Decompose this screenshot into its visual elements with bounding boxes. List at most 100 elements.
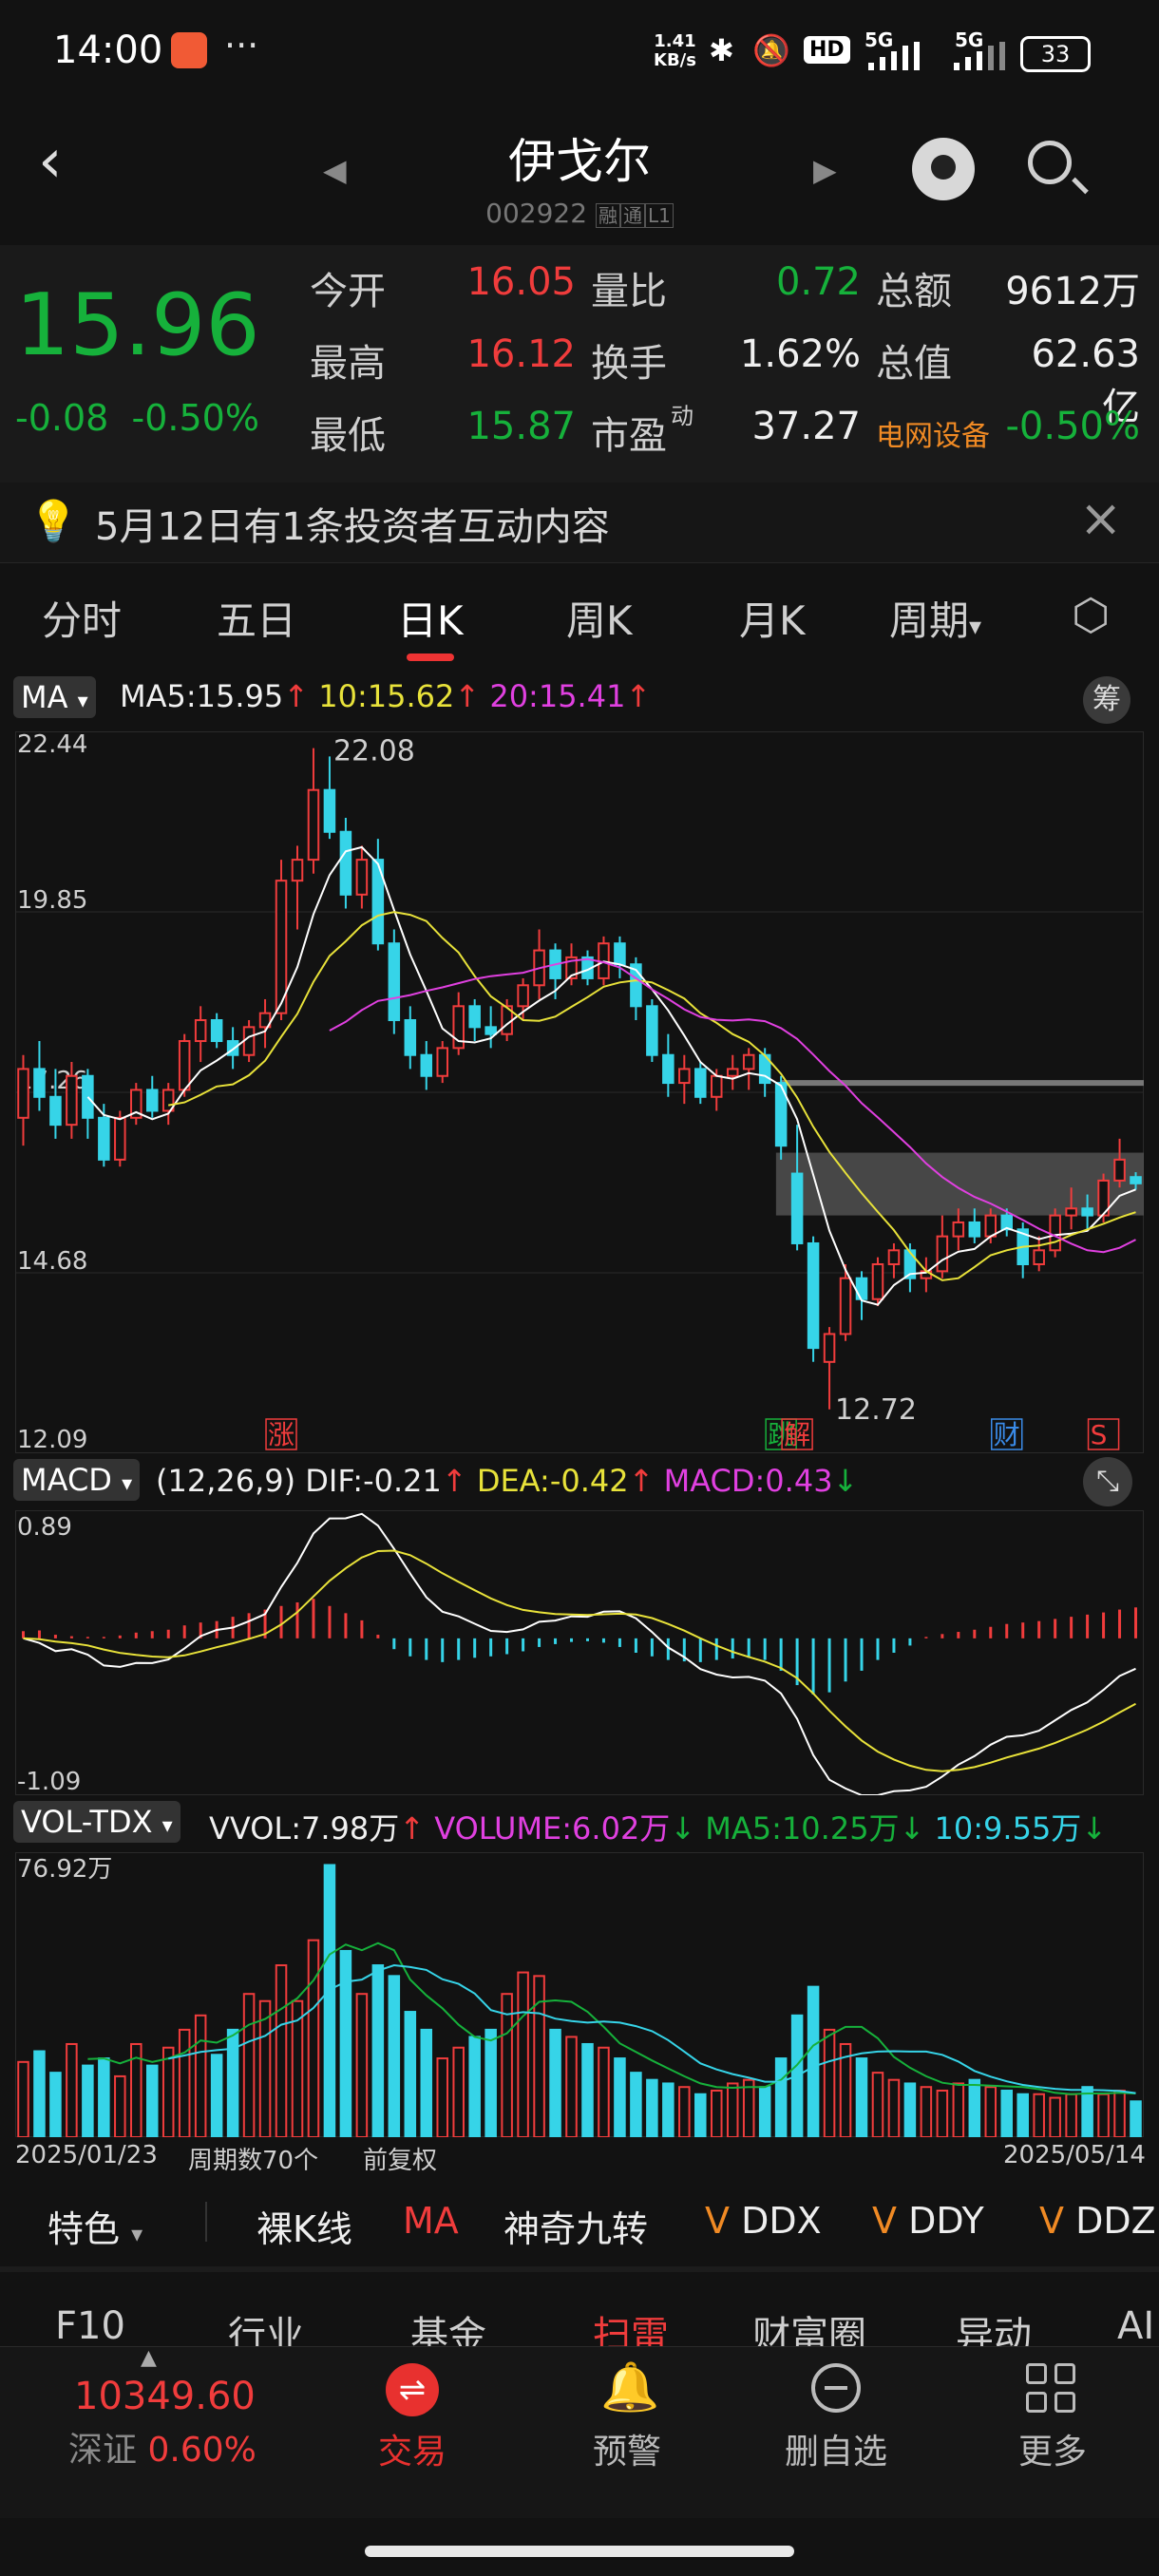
volume-chart[interactable]: 76.92万 [15,1852,1144,2137]
next-stock-icon[interactable]: ▶ [813,152,837,188]
candle-body [726,1068,739,1077]
divider [205,2202,207,2242]
caret-up-icon[interactable]: ▲ [141,2346,157,2370]
tab-weekly-k[interactable]: 周K [566,597,633,644]
notice-bar[interactable] [0,483,1159,563]
candle-body [678,1068,691,1085]
event-marker-box [781,1418,813,1450]
volume-bar [307,1939,320,2137]
ma-legend: MA5:15.95↑ 10:15.62↑ 20:15.41↑ [120,678,651,714]
candle-body [630,963,642,1008]
candlestick-chart[interactable]: 22.4419.8517.2614.6812.0922.0812.72涨 跳解财 S [15,731,1144,1453]
indicator-ma[interactable]: MA [403,2200,459,2242]
dif-value: -0.21 [363,1463,442,1499]
ma20-label: 20: [489,678,539,714]
bell-icon[interactable]: 🔔 [600,2359,660,2415]
vol-ma5-label: MA5: [705,1810,782,1847]
vol-selector[interactable]: VOL-TDX ▾ [13,1801,180,1843]
tab-wealth-circle[interactable]: 财富圈 [752,2314,866,2346]
down-arrow-icon: ↓ [899,1810,925,1847]
macd-params: (12,26,9) [156,1463,296,1499]
notice-text[interactable]: 5月12日有1条投资者互动内容 [95,505,610,549]
tab-period[interactable]: 周期▾ [889,589,981,647]
volume-bar [145,2064,159,2137]
home-indicator[interactable] [365,2546,794,2557]
candle-body [162,1089,175,1112]
tab-abnormal[interactable]: 异动 [956,2314,1032,2346]
indicator-magic-nine[interactable]: 神奇九转 [504,2208,649,2250]
nav-trade[interactable]: 交易 [377,2433,446,2472]
down-arrow-icon: ↓ [832,1463,859,1499]
candle-body [1065,1207,1077,1217]
volume-bar [66,2042,78,2137]
change-percent: -0.50% [131,397,259,439]
candle-body [307,788,320,862]
candle-body [887,1249,901,1266]
candle-body [871,1263,884,1300]
index-change: 0.60% [147,2431,256,2470]
tab-industry[interactable]: 行业 [228,2314,304,2346]
candle-body [242,1026,256,1056]
indicator-ddz[interactable]: V DDZ [1039,2200,1156,2242]
previous-stock-icon[interactable]: ◀ [323,152,347,188]
trade-icon[interactable]: ⇌ [386,2363,439,2416]
nav-remove-watchlist[interactable]: 删自选 [784,2433,887,2472]
close-icon[interactable]: × [1079,488,1123,548]
stock-code: 002922 [485,198,588,229]
volume-legend: VVOL:7.98万↑ VOLUME:6.02万↓ MA5:10.25万↓ 10… [209,1805,1107,1848]
tab-daily-k[interactable]: 日K [397,597,464,644]
indicator-ddy[interactable]: V DDY [872,2200,984,2242]
expand-icon[interactable]: ⤡ [1083,1457,1132,1506]
change-value: -0.08 [15,397,109,439]
search-icon[interactable] [1028,141,1072,184]
tab-ai[interactable]: AI [1117,2304,1155,2346]
grid-more-icon[interactable] [1026,2363,1077,2415]
resistance-zone [775,1152,1144,1216]
candle-body [226,1040,239,1056]
tab-timeshare[interactable]: 分时 [42,597,123,644]
volume-bar [1033,2093,1045,2137]
candle-body [1130,1176,1142,1184]
tab-fund[interactable]: 基金 [410,2314,486,2346]
indicator-ddz-label: DDZ [1075,2200,1156,2242]
feature-label: 特色 [48,2208,121,2250]
tab-monthly-k[interactable]: 月K [739,597,806,644]
tag-rong: 融 [595,203,620,228]
candle-body [436,1047,449,1077]
indicator-naked-k[interactable]: 裸K线 [256,2208,352,2250]
nav-more[interactable]: 更多 [1017,2433,1087,2472]
tab-f10[interactable]: F10 [55,2304,125,2346]
volume-bar [388,1975,401,2137]
tab-minesweep[interactable]: 扫雷 [593,2314,669,2346]
indicator-ddx[interactable]: V DDX [705,2200,822,2242]
volume-bar [694,2093,707,2137]
back-button[interactable]: ‹ [38,126,63,197]
event-marker-box [990,1418,1023,1450]
mascot-icon[interactable] [912,138,975,200]
tab-five-day[interactable]: 五日 [217,597,297,644]
index-info[interactable]: 深证 0.60% [68,2422,256,2472]
nav-alert[interactable]: 预警 [592,2433,661,2472]
candle-body [484,1026,497,1035]
macd-selector[interactable]: MACD ▾ [13,1459,141,1501]
vol-ma5-line [87,1941,1136,2095]
macd-chart[interactable]: 0.89 -1.09 [15,1510,1144,1795]
candle-body [839,1277,852,1335]
candle-body [742,1053,755,1070]
high-price-label: 22.08 [333,734,415,767]
candle-body [936,1235,949,1273]
event-marker: 解 [784,1419,810,1450]
settings-hexagon-icon[interactable]: ⬡ [1072,589,1111,640]
volume-bar [484,2028,497,2137]
feature-dropdown[interactable]: 特色 ▾ [48,2200,142,2252]
candle-body [984,1214,998,1238]
remove-watchlist-icon[interactable] [811,2363,861,2413]
volume-bar [630,2072,642,2137]
index-value[interactable]: 10349.60 [74,2375,256,2418]
quote-value: 62.63亿 [1031,332,1140,429]
divider [0,2266,1159,2272]
volume-bar [452,2046,465,2137]
candle-body [82,1074,94,1119]
ma-selector[interactable]: MA ▾ [13,676,96,718]
chip-distribution-button[interactable]: 筹 [1083,676,1130,724]
